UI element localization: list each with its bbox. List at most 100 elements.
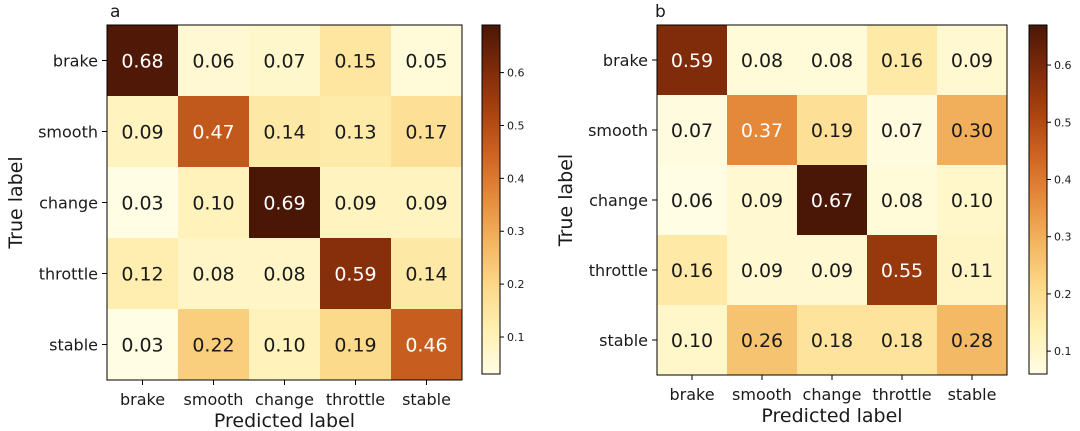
y-tick-label: brake: [603, 51, 648, 70]
heatmap-cell: [320, 96, 392, 168]
cell-value-label: 0.05: [405, 51, 447, 73]
cell-value-label: 0.09: [741, 190, 783, 212]
heatmap-cell: [320, 167, 392, 239]
heatmap-cell: [867, 25, 938, 96]
heatmap-cell: [797, 305, 868, 376]
heatmap-cell: [107, 25, 179, 97]
cell-value-label: 0.09: [405, 193, 447, 215]
cell-value-label: 0.18: [881, 330, 923, 352]
heatmap-cell: [178, 25, 250, 97]
cell-value-label: 0.08: [811, 50, 853, 72]
colorbar-tick-label: 0.3: [507, 225, 525, 238]
heatmap-cell: [320, 309, 392, 381]
heatmap-cell: [727, 25, 798, 96]
colorbar-tick-label: 0.4: [1054, 173, 1072, 186]
cell-value-label: 0.69: [263, 193, 305, 215]
heatmap-cell: [320, 238, 392, 310]
colorbar-tick-label: 0.3: [1054, 231, 1072, 244]
cell-value-label: 0.19: [334, 335, 376, 357]
cell-value-label: 0.06: [192, 51, 234, 73]
cell-value-label: 0.03: [121, 193, 163, 215]
cell-value-label: 0.10: [263, 335, 305, 357]
cell-value-label: 0.46: [405, 335, 447, 357]
x-axis-title: Predicted label: [761, 405, 902, 427]
colorbar-tick-label: 0.6: [1054, 59, 1072, 72]
heatmap-cell: [249, 309, 321, 381]
heatmap-cell: [391, 96, 463, 168]
heatmap-cell: [727, 235, 798, 306]
cell-value-label: 0.08: [741, 50, 783, 72]
y-tick-label: stable: [599, 331, 648, 350]
heatmap-cell: [107, 167, 179, 239]
colorbar-tick-label: 0.5: [1054, 116, 1072, 129]
cell-value-label: 0.07: [881, 120, 923, 142]
heatmap-cell: [391, 309, 463, 381]
heatmap-cell: [249, 96, 321, 168]
cell-value-label: 0.16: [881, 50, 923, 72]
colorbar-tick-label: 0.4: [507, 172, 525, 185]
heatmap-cell: [797, 235, 868, 306]
y-axis-title: True label: [555, 154, 577, 247]
heatmap-cell: [107, 238, 179, 310]
cell-value-label: 0.09: [811, 260, 853, 282]
cell-value-label: 0.16: [671, 260, 713, 282]
cell-value-label: 0.11: [951, 260, 993, 282]
cell-value-label: 0.09: [334, 193, 376, 215]
colorbar-tick-label: 0.2: [1054, 288, 1072, 301]
y-tick-label: throttle: [39, 265, 98, 284]
cell-value-label: 0.30: [951, 120, 993, 142]
cell-value-label: 0.18: [811, 330, 853, 352]
x-tick-label: smooth: [732, 385, 792, 404]
cell-value-label: 0.10: [192, 193, 234, 215]
heatmap-cell: [727, 305, 798, 376]
x-tick-label: brake: [120, 390, 165, 409]
heatmap-cell: [937, 165, 1008, 236]
y-tick-label: brake: [53, 52, 98, 71]
colorbar: [1028, 24, 1048, 375]
heatmap-cell: [867, 165, 938, 236]
heatmap-cell: [937, 305, 1008, 376]
x-tick-label: throttle: [872, 385, 931, 404]
heatmap-cell: [178, 167, 250, 239]
cell-value-label: 0.37: [741, 120, 783, 142]
cell-value-label: 0.68: [121, 51, 163, 73]
x-tick-label: stable: [948, 385, 997, 404]
cell-value-label: 0.15: [334, 51, 376, 73]
heatmap-cell: [867, 305, 938, 376]
heatmap-cell: [727, 165, 798, 236]
cell-value-label: 0.17: [405, 122, 447, 144]
heatmap-cell: [657, 95, 728, 166]
panel-label: a: [110, 2, 120, 22]
heatmap-cell: [178, 309, 250, 381]
cell-value-label: 0.59: [671, 50, 713, 72]
colorbar-tick-label: 0.1: [507, 331, 525, 344]
x-tick-label: brake: [669, 385, 714, 404]
heatmap-cell: [391, 238, 463, 310]
cell-value-label: 0.10: [951, 190, 993, 212]
cell-value-label: 0.19: [811, 120, 853, 142]
y-tick-label: stable: [49, 336, 98, 355]
cell-value-label: 0.67: [811, 190, 853, 212]
cell-value-label: 0.09: [741, 260, 783, 282]
colorbar: [481, 24, 501, 375]
heatmap-cell: [657, 235, 728, 306]
y-tick-label: change: [589, 191, 648, 210]
cell-value-label: 0.13: [334, 122, 376, 144]
heatmap-cell: [178, 96, 250, 168]
cell-value-label: 0.14: [263, 122, 305, 144]
cell-value-label: 0.07: [263, 51, 305, 73]
x-tick-label: throttle: [326, 390, 385, 409]
heatmap-cell: [249, 167, 321, 239]
cell-value-label: 0.28: [951, 330, 993, 352]
x-tick-label: stable: [402, 390, 451, 409]
cell-value-label: 0.08: [192, 264, 234, 286]
heatmap-cell: [657, 305, 728, 376]
y-tick-label: smooth: [588, 121, 648, 140]
heatmap-cell: [937, 95, 1008, 166]
heatmap-cell: [797, 95, 868, 166]
heatmap-cell: [178, 238, 250, 310]
cell-value-label: 0.03: [121, 335, 163, 357]
cell-value-label: 0.12: [121, 264, 163, 286]
x-tick-label: change: [803, 385, 862, 404]
heatmap-cell: [391, 25, 463, 97]
